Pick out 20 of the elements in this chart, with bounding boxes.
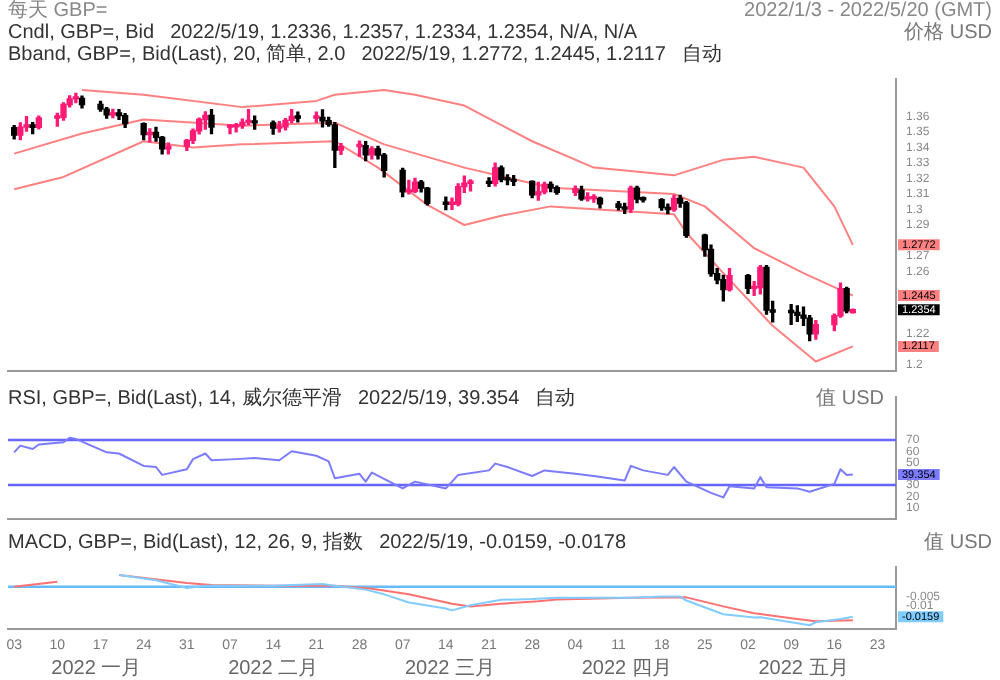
text: 2022 五月	[758, 658, 849, 680]
text: 2022 一月	[51, 658, 142, 680]
text: MACD, GBP=, Bid(Last), 12, 26, 9, 指数	[8, 532, 364, 554]
annotation: 2022/5/19, 39.354	[358, 388, 520, 410]
text: Bband, GBP=, Bid(Last), 20, 简单, 2.0	[8, 44, 346, 66]
text: 2022/5/19, -0.0159, -0.0178	[379, 532, 627, 554]
chart-title: 每天 GBP=	[8, 0, 108, 22]
annotation: RSI, GBP=, Bid(Last), 14, 威尔德平滑	[8, 388, 342, 410]
text: 自动	[681, 44, 722, 66]
text: 2022 二月	[228, 658, 319, 680]
y-axis-title: 价格 USD	[904, 22, 992, 48]
text: 2022 四月	[581, 658, 672, 680]
y-axis-title: 值 USD	[816, 388, 884, 410]
y-axis-title: 值 USD	[924, 532, 992, 554]
text: 2022/5/19, 1.2336, 1.2357, 1.2334, 1.2354, N/A, N/A	[170, 22, 638, 44]
text: Cndl, GBP=, Bid	[8, 22, 155, 44]
annotation: 自动	[535, 388, 576, 410]
text: 2022 三月	[404, 658, 495, 680]
chart-subtitle: 2022/1/3 - 2022/5/20 (GMT)	[744, 0, 992, 22]
text: 2022/5/19, 1.2772, 1.2445, 1.2117	[361, 44, 666, 66]
